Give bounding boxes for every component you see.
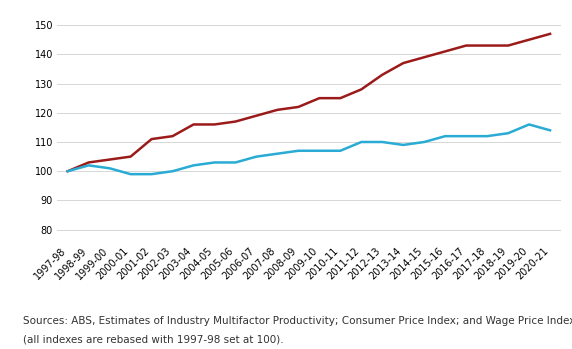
Labour Productivity [316,96,323,100]
Labour Productivity [400,61,407,65]
Labour Productivity [526,38,533,42]
Labour Productivity [421,55,428,59]
Real Wages [442,134,448,138]
Real Wages [64,169,71,173]
Real Wages [232,161,239,165]
Real Wages [190,163,197,168]
Real Wages [211,161,218,165]
Real Wages [274,151,281,156]
Labour Productivity [106,157,113,162]
Labour Productivity [295,105,302,109]
Labour Productivity [148,137,155,141]
Labour Productivity [505,44,511,48]
Labour Productivity [232,119,239,124]
Labour Productivity [442,49,448,53]
Labour Productivity [274,108,281,112]
Real Wages [106,166,113,170]
Labour Productivity [484,44,491,48]
Real Wages [379,140,386,144]
Line: Real Wages: Real Wages [67,125,550,174]
Labour Productivity [85,161,92,165]
Real Wages [295,149,302,153]
Real Wages [421,140,428,144]
Real Wages [316,149,323,153]
Real Wages [169,169,176,173]
Labour Productivity [64,169,71,173]
Text: (all indexes are rebased with 1997-98 set at 100).: (all indexes are rebased with 1997-98 se… [23,334,284,344]
Labour Productivity [379,73,386,77]
Real Wages [484,134,491,138]
Real Wages [127,172,134,176]
Line: Labour Productivity: Labour Productivity [67,34,550,171]
Real Wages [400,143,407,147]
Real Wages [253,155,260,159]
Labour Productivity [463,44,470,48]
Labour Productivity [127,155,134,159]
Labour Productivity [169,134,176,138]
Real Wages [337,149,344,153]
Real Wages [526,122,533,127]
Labour Productivity [253,114,260,118]
Real Wages [358,140,365,144]
Real Wages [148,172,155,176]
Labour Productivity [337,96,344,100]
Labour Productivity [211,122,218,127]
Real Wages [85,163,92,168]
Real Wages [463,134,470,138]
Real Wages [547,128,554,132]
Labour Productivity [358,87,365,91]
Text: Sources: ABS, Estimates of Industry Multifactor Productivity; Consumer Price Ind: Sources: ABS, Estimates of Industry Mult… [23,316,572,326]
Labour Productivity [547,32,554,36]
Labour Productivity [190,122,197,127]
Real Wages [505,131,511,135]
